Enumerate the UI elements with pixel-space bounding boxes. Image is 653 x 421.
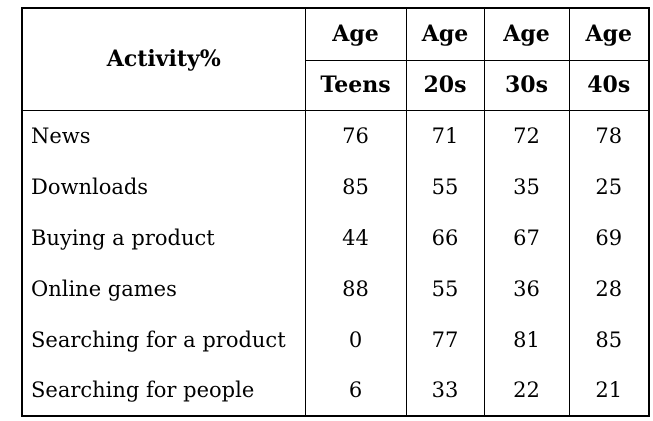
activity-label: News <box>21 110 306 161</box>
corner-header-activity: Activity% <box>21 8 306 111</box>
table-row: News 76 71 72 78 <box>21 110 650 161</box>
value-cell: 67 <box>483 212 570 263</box>
value-cell: 85 <box>568 314 650 365</box>
activity-label: Searching for a product <box>21 314 306 365</box>
table-row: Buying a product 44 66 67 69 <box>21 212 650 263</box>
activity-label: Buying a product <box>21 212 306 263</box>
col-header-40s: 40s <box>568 60 650 111</box>
value-cell: 85 <box>304 161 407 212</box>
value-cell: 21 <box>568 365 650 416</box>
header-row-age: Activity% Age Age Age Age <box>21 8 650 111</box>
value-cell: 77 <box>405 314 485 365</box>
col-header-teens: Teens <box>304 60 407 111</box>
table-row: Searching for a product 0 77 81 85 <box>21 314 650 365</box>
value-cell: 22 <box>483 365 570 416</box>
table-row: Online games 88 55 36 28 <box>21 263 650 314</box>
col-header-age-20s: Age <box>405 8 485 61</box>
col-header-age-teens: Age <box>304 8 407 61</box>
col-header-age-40s: Age <box>568 8 650 61</box>
col-header-age-30s: Age <box>483 8 570 61</box>
value-cell: 66 <box>405 212 485 263</box>
value-cell: 44 <box>304 212 407 263</box>
activity-age-table-container: Activity% Age Age Age Age Teens 20s 30s … <box>21 7 650 417</box>
value-cell: 78 <box>568 110 650 161</box>
activity-label: Online games <box>21 263 306 314</box>
value-cell: 25 <box>568 161 650 212</box>
activity-label: Downloads <box>21 161 306 212</box>
value-cell: 35 <box>483 161 570 212</box>
value-cell: 28 <box>568 263 650 314</box>
table-body: News 76 71 72 78 Downloads 85 55 35 25 B… <box>21 110 650 416</box>
value-cell: 81 <box>483 314 570 365</box>
activity-label: Searching for people <box>21 365 306 416</box>
value-cell: 55 <box>405 161 485 212</box>
header-row-groups: Teens 20s 30s 40s <box>22 60 650 111</box>
activity-age-table: Activity% Age Age Age Age Teens 20s 30s … <box>21 7 650 417</box>
value-cell: 33 <box>405 365 485 416</box>
table-row: Downloads 85 55 35 25 <box>21 161 650 212</box>
col-header-30s: 30s <box>483 60 570 111</box>
table-row: Searching for people 6 33 22 21 <box>21 365 650 416</box>
value-cell: 6 <box>304 365 407 416</box>
value-cell: 0 <box>304 314 407 365</box>
value-cell: 71 <box>405 110 485 161</box>
value-cell: 36 <box>483 263 570 314</box>
value-cell: 76 <box>304 110 407 161</box>
value-cell: 88 <box>304 263 407 314</box>
value-cell: 72 <box>483 110 570 161</box>
value-cell: 69 <box>568 212 650 263</box>
table-header: Activity% Age Age Age Age Teens 20s 30s … <box>21 8 650 111</box>
col-header-20s: 20s <box>405 60 485 111</box>
value-cell: 55 <box>405 263 485 314</box>
